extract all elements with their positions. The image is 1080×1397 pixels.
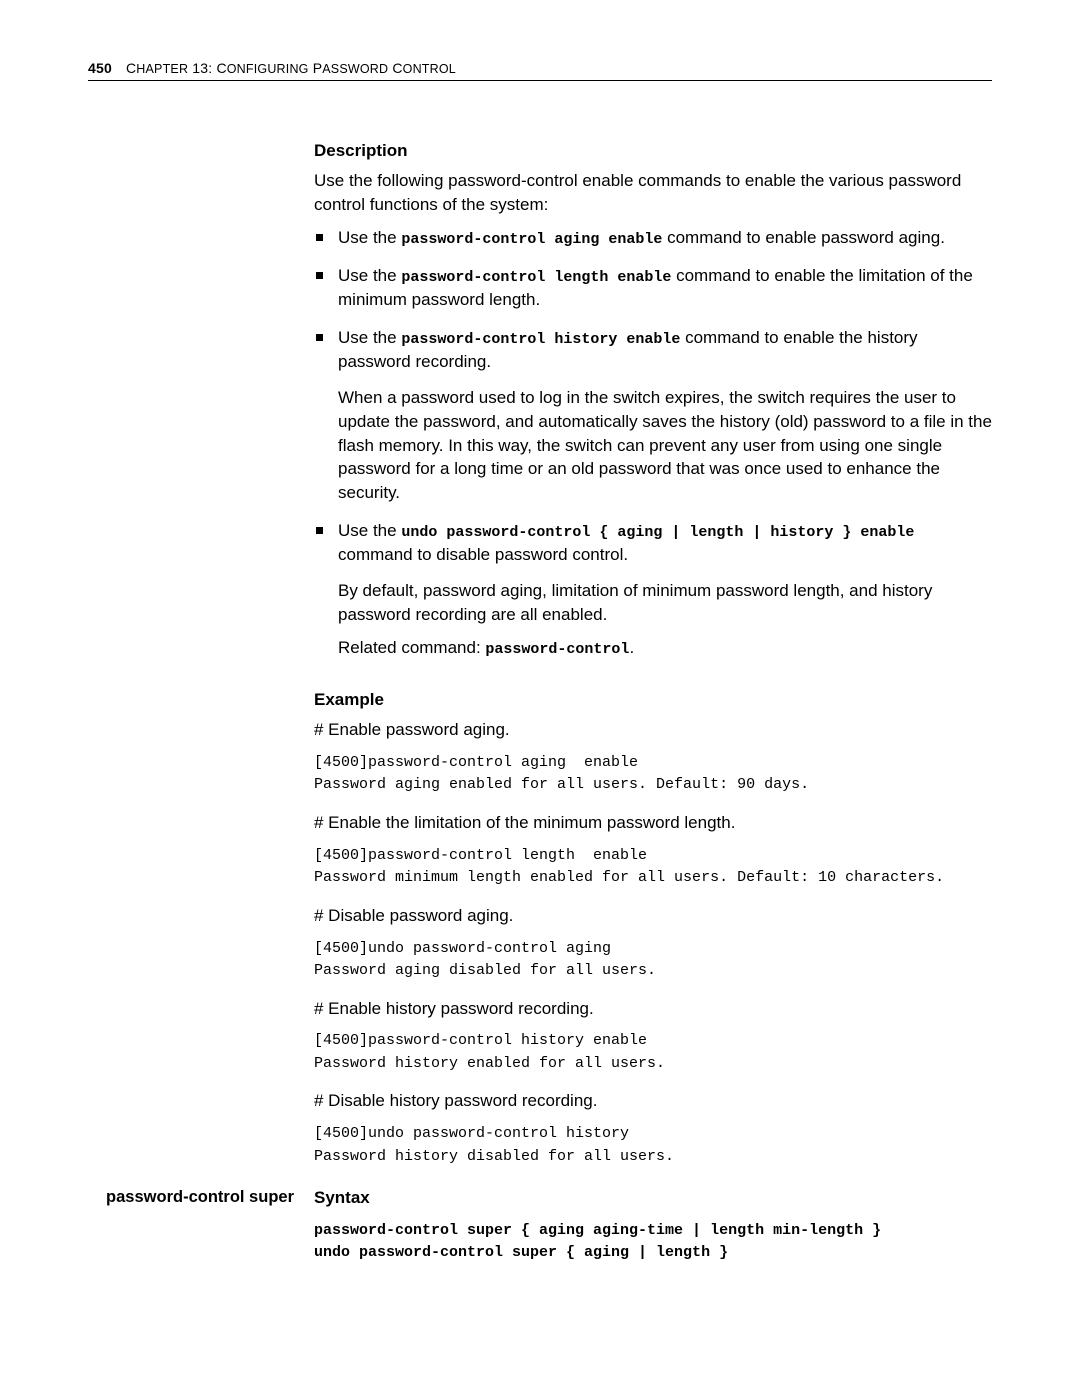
heading-example: Example xyxy=(314,688,992,712)
running-header: 450 CHAPTER 13: CONFIGURING PASSWORD CON… xyxy=(88,60,992,76)
inline-command: password-control history enable xyxy=(401,331,680,348)
list-item: Use the password-control history enable … xyxy=(314,326,992,505)
bullet-list: Use the password-control aging enable co… xyxy=(314,226,992,660)
heading-syntax: Syntax xyxy=(314,1186,992,1210)
chapter-title: CHAPTER 13: CONFIGURING PASSWORD CONTROL xyxy=(126,60,456,76)
content-col: Description Use the following password-c… xyxy=(314,139,992,1182)
inline-command: undo password-control { aging | length |… xyxy=(401,524,914,541)
content-col: Syntax password-control super { aging ag… xyxy=(314,1186,992,1279)
example-lead: # Enable the limitation of the minimum p… xyxy=(314,811,992,835)
description-paragraph: Use the following password-control enabl… xyxy=(314,169,992,217)
list-sub-paragraph: When a password used to log in the switc… xyxy=(338,386,992,505)
header-rule xyxy=(88,80,992,81)
section-password-control-super: password-control super Syntax password-c… xyxy=(88,1186,992,1279)
section-side-title: password-control super xyxy=(88,1186,314,1279)
code-block: [4500]undo password-control history Pass… xyxy=(314,1123,992,1168)
example-lead: # Enable password aging. xyxy=(314,718,992,742)
page-number: 450 xyxy=(88,60,112,76)
page: 450 CHAPTER 13: CONFIGURING PASSWORD CON… xyxy=(0,0,1080,1397)
list-item: Use the password-control aging enable co… xyxy=(314,226,992,250)
code-block: [4500]undo password-control aging Passwo… xyxy=(314,938,992,983)
left-gutter xyxy=(88,139,314,1182)
page-body: Description Use the following password-c… xyxy=(88,139,992,1279)
inline-command: password-control aging enable xyxy=(401,231,662,248)
list-item: Use the password-control length enable c… xyxy=(314,264,992,312)
heading-description: Description xyxy=(314,139,992,163)
list-item: Use the undo password-control { aging | … xyxy=(314,519,992,660)
code-block: [4500]password-control history enable Pa… xyxy=(314,1030,992,1075)
inline-command: password-control xyxy=(485,641,629,658)
related-command: Related command: password-control. xyxy=(338,636,992,660)
example-lead: # Enable history password recording. xyxy=(314,997,992,1021)
code-block: [4500]password-control aging enable Pass… xyxy=(314,752,992,797)
inline-command: password-control length enable xyxy=(401,269,671,286)
section-description: Description Use the following password-c… xyxy=(88,139,992,1182)
list-sub-paragraph: By default, password aging, limitation o… xyxy=(338,579,992,627)
code-block: [4500]password-control length enable Pas… xyxy=(314,845,992,890)
syntax-code-block: password-control super { aging aging-tim… xyxy=(314,1220,992,1265)
example-lead: # Disable history password recording. xyxy=(314,1089,992,1113)
example-lead: # Disable password aging. xyxy=(314,904,992,928)
